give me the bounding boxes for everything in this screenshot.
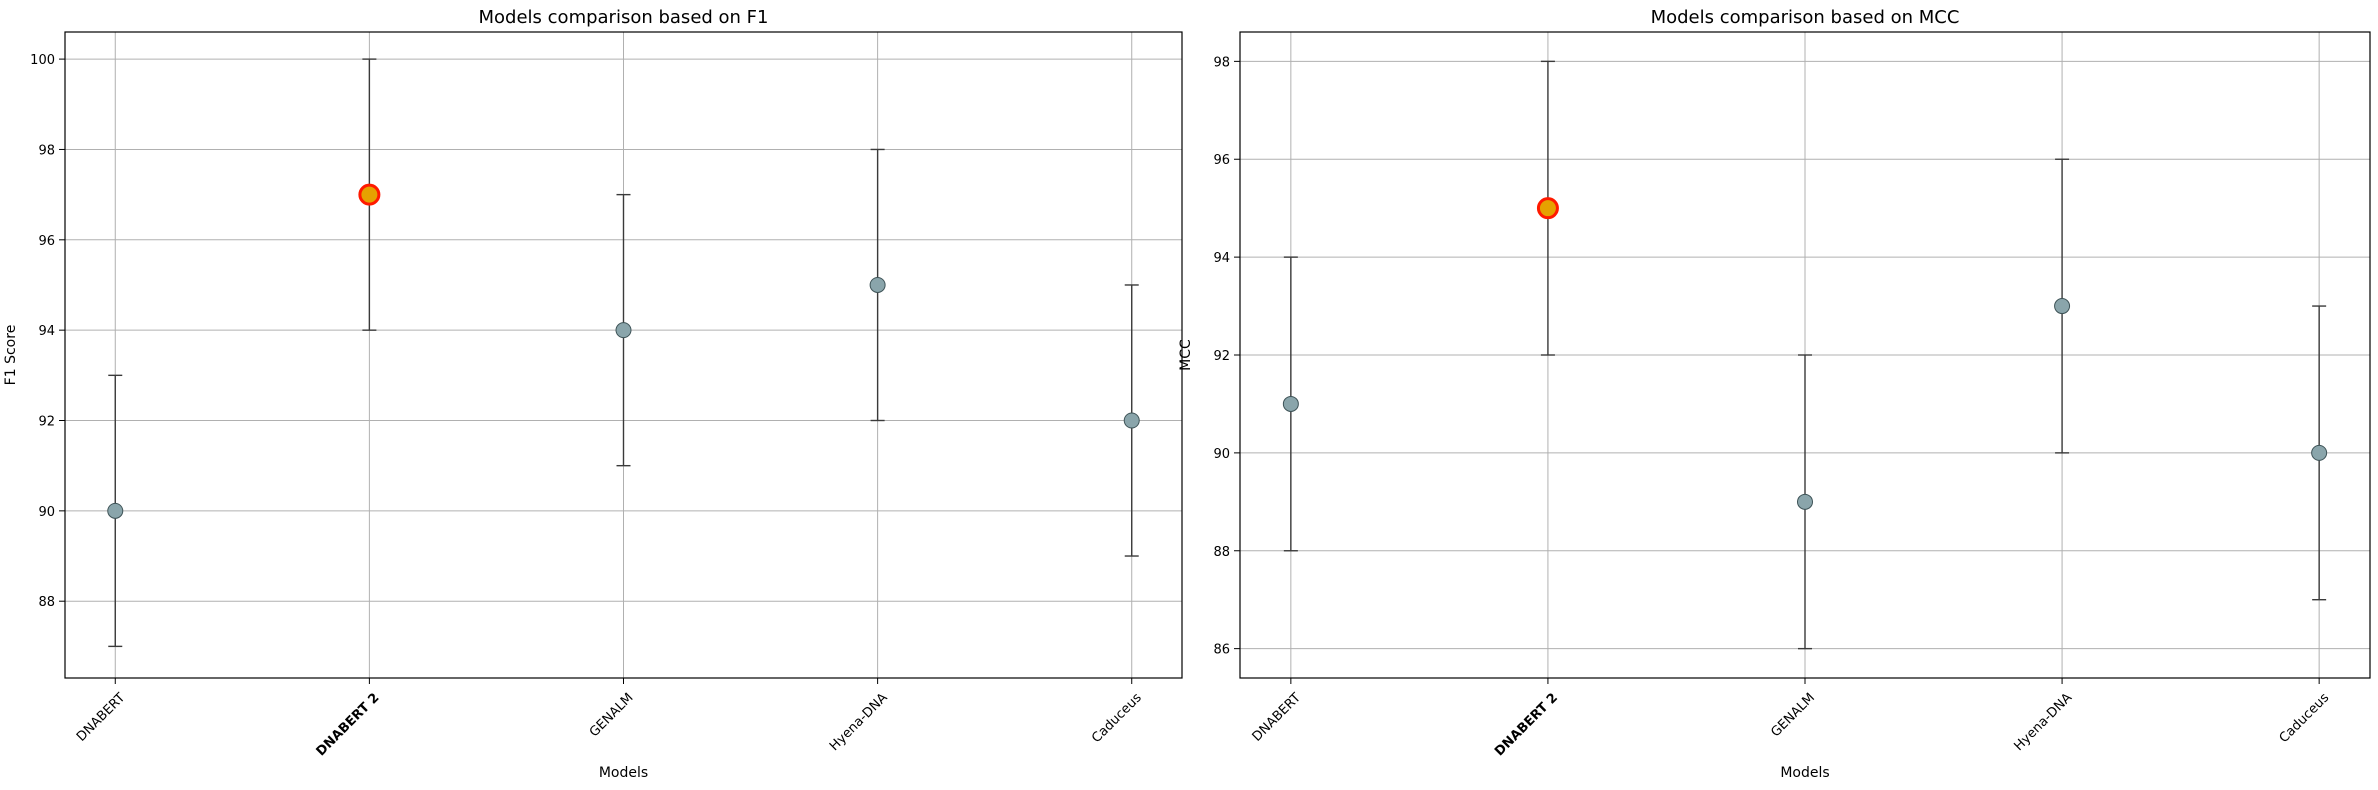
data-point — [1123, 412, 1140, 429]
y-tick-label: 98 — [38, 143, 55, 158]
y-tick-label: 94 — [38, 324, 55, 339]
data-point — [1282, 395, 1299, 412]
data-point — [107, 502, 124, 519]
mcc-chart-panel: 86 88 90 92 94 96 98 DNABERT DNABERT 2 GENALM Hyen… — [1178, 7, 2371, 781]
x-tick-label: DNABERT 2 — [314, 690, 383, 759]
chart-title: Models comparison based on MCC — [1651, 7, 1960, 28]
y-tick-label: 96 — [38, 234, 55, 249]
data-point — [869, 276, 886, 293]
f1-chart-panel: 88 90 92 94 96 98 100 DNABERT DNABERT 2 GENALM Hye… — [3, 7, 1183, 781]
y-tick-label: 90 — [1213, 447, 1230, 462]
y-axis-label: MCC — [1178, 339, 1194, 371]
plot-frame — [1239, 31, 2371, 679]
y-tick-label: 92 — [38, 415, 55, 430]
highlighted-data-point — [358, 183, 381, 206]
x-tick-label: Caduceus — [2277, 690, 2333, 746]
x-tick-label: Caduceus — [1089, 690, 1145, 746]
x-tick-label: GENALM — [587, 690, 637, 740]
y-tick-label: 100 — [30, 53, 55, 68]
plot-frame — [64, 31, 1183, 679]
y-tick-label: 90 — [38, 505, 55, 520]
data-point — [1797, 493, 1813, 510]
y-tick-label: 86 — [1213, 643, 1230, 658]
data-point — [2054, 298, 2071, 315]
y-tick-label: 92 — [1213, 349, 1230, 364]
y-axis-label: F1 Score — [3, 325, 19, 386]
y-tick-label: 88 — [1213, 545, 1230, 560]
x-tick-label: DNABERT — [1250, 690, 1304, 744]
x-tick-label: DNABERT 2 — [1492, 690, 1561, 759]
y-tick-label: 94 — [1213, 251, 1230, 266]
y-tick-label: 88 — [38, 595, 55, 610]
x-tick-label: DNABERT — [74, 690, 128, 744]
y-tick-label: 98 — [1213, 55, 1230, 70]
data-point — [615, 322, 632, 339]
x-tick-label: Hyena-DNA — [2011, 690, 2075, 754]
x-tick-label: Hyena-DNA — [827, 690, 891, 754]
x-axis-label: Models — [599, 765, 648, 781]
x-axis-label: Models — [1780, 765, 1829, 781]
x-tick-label: GENALM — [1768, 690, 1818, 740]
highlighted-data-point — [1536, 197, 1559, 220]
y-tick-label: 96 — [1213, 153, 1230, 168]
chart-title: Models comparison based on F1 — [479, 7, 769, 28]
data-point — [2311, 444, 2328, 461]
